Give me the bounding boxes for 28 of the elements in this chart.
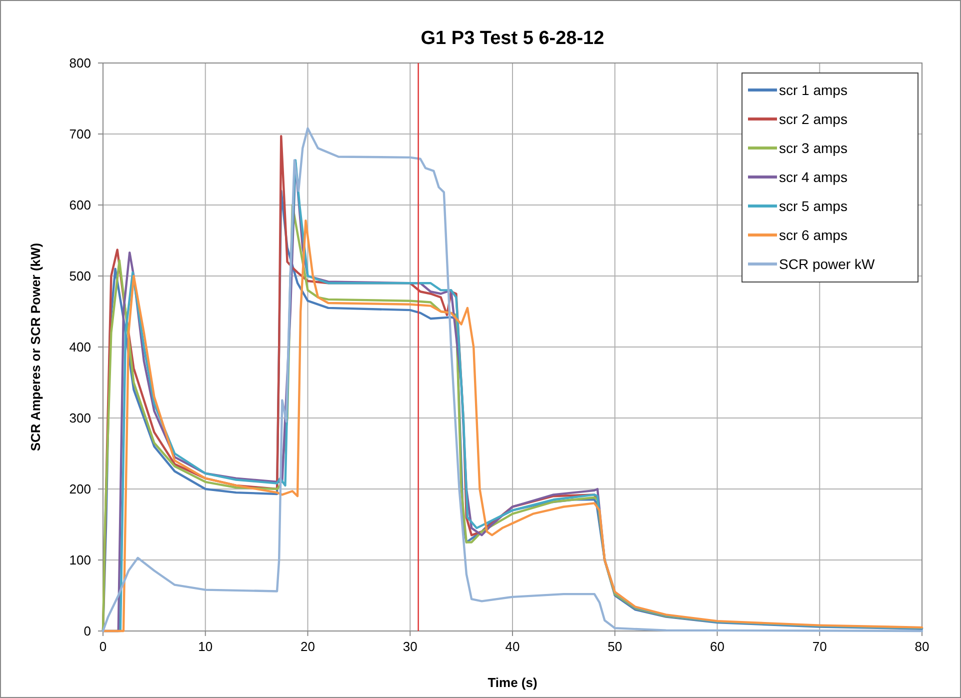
legend-label: scr 2 amps <box>779 111 848 127</box>
y-tick-label: 500 <box>69 268 91 284</box>
y-tick-label: 600 <box>69 198 91 212</box>
legend-label: scr 4 amps <box>779 169 848 185</box>
x-tick-label: 80 <box>914 639 930 654</box>
x-tick-label: 50 <box>608 639 622 654</box>
y-tick-label: 800 <box>69 56 91 70</box>
y-axis-title: SCR Amperes or SCR Power (kW) <box>28 242 43 452</box>
y-tick-label: 300 <box>69 410 91 426</box>
x-tick-label: 10 <box>198 639 213 654</box>
legend-label: scr 5 amps <box>779 198 848 214</box>
legend-label: scr 1 amps <box>779 82 848 98</box>
y-tick-label: 200 <box>69 482 91 496</box>
chart-title: G1 P3 Test 5 6-28-12 <box>420 28 604 49</box>
y-tick-label: 0 <box>84 624 91 638</box>
x-tick-label: 70 <box>812 639 827 654</box>
x-tick-label: 40 <box>505 639 520 654</box>
legend-label: SCR power kW <box>779 256 876 272</box>
legend-label: scr 3 amps <box>779 140 848 156</box>
x-tick-label: 30 <box>402 639 418 654</box>
x-tick-label: 20 <box>300 639 315 654</box>
x-tick-label: 0 <box>99 639 107 654</box>
y-tick-label: 400 <box>69 340 91 354</box>
legend-label: scr 6 amps <box>779 227 848 243</box>
x-axis-title: Time (s) <box>488 675 538 690</box>
x-tick-label: 60 <box>710 639 724 654</box>
y-tick-label: 700 <box>69 126 91 142</box>
y-tick-label: 100 <box>69 552 91 568</box>
